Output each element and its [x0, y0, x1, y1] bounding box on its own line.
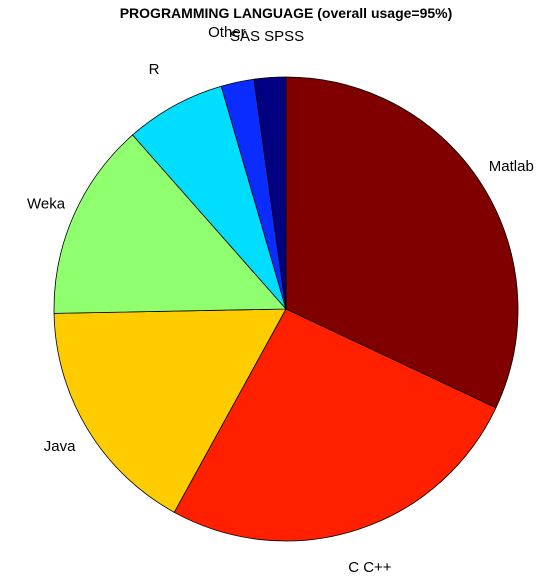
- pie-label-r: R: [149, 61, 160, 78]
- pie-label-java: Java: [44, 438, 76, 455]
- pie-slice-c-c-: [173, 308, 497, 542]
- pie-label-weka: Weka: [27, 195, 66, 212]
- pie-slice-sas-spss: [253, 76, 287, 310]
- pie-label-sas-spss: SAS SPSS: [230, 28, 304, 45]
- pie-label-other: Other: [208, 24, 246, 41]
- chart-title: PROGRAMMING LANGUAGE (overall usage=95%): [120, 5, 453, 21]
- pie-slice-weka: [53, 134, 287, 314]
- pie-slice-r: [132, 85, 287, 310]
- pie-slice-java: [53, 308, 287, 513]
- pie-slices: [53, 76, 519, 542]
- pie-label-matlab: Matlab: [489, 158, 534, 175]
- pie-label-c-c-: C C++: [348, 559, 392, 576]
- pie-slice-matlab: [285, 76, 519, 409]
